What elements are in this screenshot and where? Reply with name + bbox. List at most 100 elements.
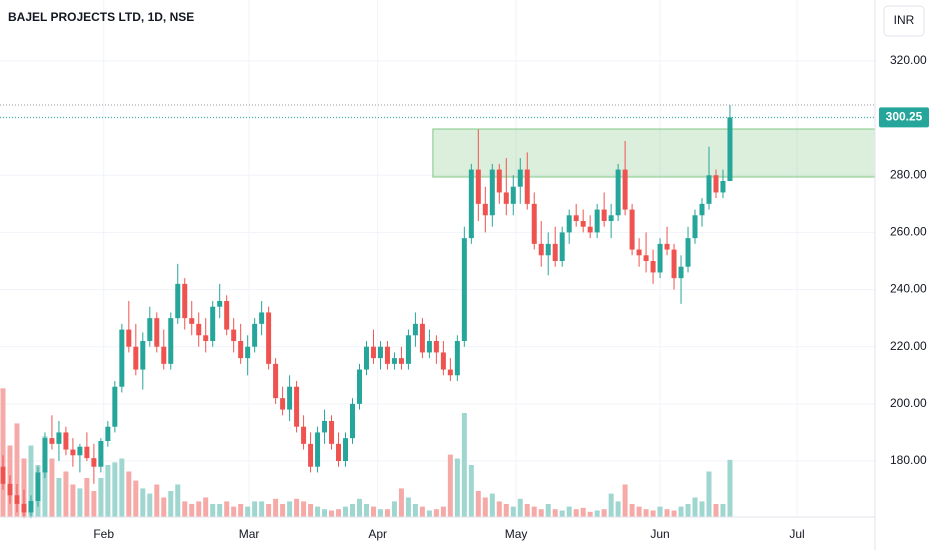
y-tick-label: 260.00 [890, 225, 927, 239]
volume-bar [580, 507, 586, 517]
volume-bar [587, 511, 593, 517]
volume-bar [475, 491, 481, 517]
volume-bar [350, 504, 356, 517]
candle-body [496, 169, 502, 193]
volume-bar [727, 459, 733, 517]
candle-body [77, 446, 83, 456]
candle-body [210, 306, 216, 341]
candle-body [727, 117, 733, 181]
candle-body [224, 301, 230, 330]
candle-body [287, 386, 293, 410]
chart-title: BAJEL PROJECTS LTD, 1D, NSE [8, 10, 194, 24]
candle-body [161, 346, 167, 364]
candle-body [685, 238, 691, 267]
overlay-layer [0, 104, 875, 118]
volume-bar [454, 458, 460, 517]
y-tick-label: 200.00 [890, 396, 927, 410]
volume-bar [405, 497, 411, 517]
candle-body [301, 426, 307, 444]
volume-bar [398, 488, 404, 517]
volume-bar [49, 458, 55, 517]
candle-body [531, 203, 537, 244]
volume-bar [259, 501, 265, 517]
candle-body [105, 426, 111, 441]
candle-body [49, 438, 55, 444]
candle-body [63, 432, 69, 450]
volume-bar [14, 423, 20, 517]
candle-body [636, 249, 642, 256]
volume-bar [308, 504, 314, 517]
volume-bar [713, 504, 719, 517]
volume-bar [133, 480, 139, 517]
volume-bar [84, 478, 90, 517]
candle-body [98, 441, 104, 467]
volume-bar [210, 504, 216, 517]
volume-bar [650, 510, 656, 517]
volume-bar [273, 498, 279, 517]
candle-body [91, 458, 97, 467]
volume-bar [245, 506, 251, 517]
candle-body [154, 318, 160, 347]
candle-body [70, 449, 76, 456]
candle-body [559, 232, 565, 261]
volume-bar [224, 501, 230, 517]
volume-bar [175, 484, 181, 517]
candle-body [517, 169, 523, 187]
candle-body [384, 346, 390, 364]
candle-layer [0, 105, 733, 519]
volume-bar [91, 491, 97, 517]
candle-body [650, 261, 656, 273]
volume-bar [363, 504, 369, 517]
candle-body [35, 472, 41, 501]
last-price-tag [879, 107, 929, 128]
volume-bar [664, 509, 670, 517]
candle-body [140, 341, 146, 370]
candle-body [252, 323, 258, 347]
volume-bar [573, 509, 579, 517]
volume-bar [517, 498, 523, 517]
volume-bar [692, 497, 698, 517]
candle-body [280, 398, 286, 410]
volume-bar [468, 465, 474, 517]
volume-bar [706, 471, 712, 517]
volume-bar [496, 501, 502, 517]
candle-body [377, 346, 383, 359]
volume-bar [336, 509, 342, 517]
volume-bar [105, 465, 111, 517]
volume-bar [524, 504, 530, 517]
volume-bar [601, 509, 607, 517]
volume-bar [119, 458, 125, 517]
candle-body [7, 483, 13, 496]
volume-bar [203, 497, 209, 517]
volume-bar [482, 497, 488, 517]
volume-bar [545, 504, 551, 517]
volume-bar [370, 506, 376, 517]
candle-body [329, 421, 335, 444]
volume-bar [447, 454, 453, 517]
candle-body [363, 346, 369, 370]
volume-bar [440, 506, 446, 517]
candle-body [706, 175, 712, 204]
candle-body [189, 318, 195, 324]
candle-body [601, 209, 607, 221]
candle-body [133, 346, 139, 370]
candle-body [510, 186, 516, 204]
volume-bar [217, 504, 223, 517]
y-tick-label: 320.00 [890, 53, 927, 67]
candle-body [587, 226, 593, 233]
x-tick-label: May [505, 527, 528, 541]
currency-button[interactable] [883, 5, 925, 37]
candle-body [245, 346, 251, 359]
x-tick-label: Jul [789, 527, 804, 541]
candle-body [692, 215, 698, 239]
candle-body [615, 169, 621, 216]
volume-bar [126, 471, 132, 517]
currency-label[interactable]: INR [894, 13, 915, 27]
volume-bar [699, 501, 705, 517]
volume-bar [377, 509, 383, 517]
volume-bar [384, 509, 390, 517]
volume-bar [510, 506, 516, 517]
volume-bar [720, 504, 726, 517]
candle-body [594, 209, 600, 233]
candle-body [447, 369, 453, 376]
